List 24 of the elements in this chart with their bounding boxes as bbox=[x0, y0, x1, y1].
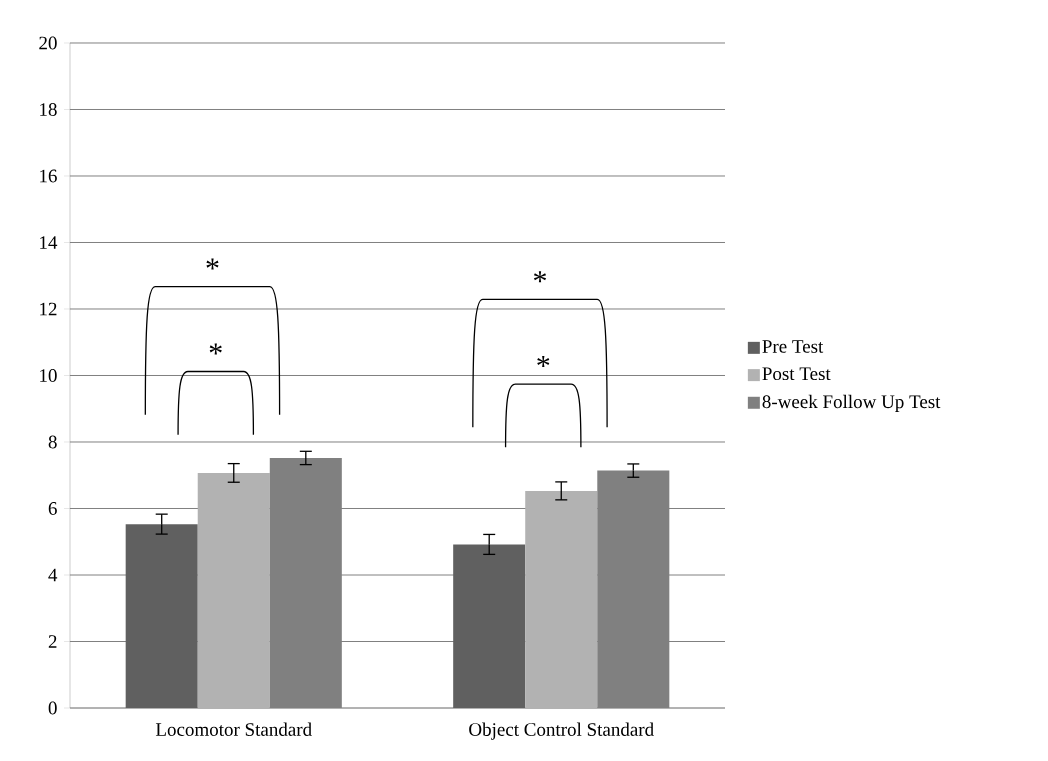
legend-label: 8-week Follow Up Test bbox=[762, 394, 941, 412]
legend-label: Post Test bbox=[762, 367, 831, 381]
y-tick-label: 2 bbox=[48, 635, 57, 648]
y-tick-label: 10 bbox=[40, 369, 57, 382]
y-tick-label: 4 bbox=[48, 568, 58, 582]
bar bbox=[197, 472, 270, 708]
y-tick-label: 12 bbox=[40, 302, 57, 316]
annotation: * bbox=[533, 271, 547, 283]
x-tick-label: Locomotor Standard bbox=[155, 722, 312, 736]
y-tick-label: 20 bbox=[39, 36, 57, 50]
annotation: * bbox=[206, 258, 219, 270]
y-tick-label: 8 bbox=[48, 435, 57, 449]
y-tick-label: 16 bbox=[40, 169, 57, 183]
y-tick-label: 0 bbox=[48, 701, 57, 715]
x-tick-label: Object Control Standard bbox=[469, 722, 654, 740]
legend-label: Pre Test bbox=[762, 340, 824, 353]
bar bbox=[125, 524, 198, 708]
bar bbox=[525, 490, 598, 708]
y-tick-label: 6 bbox=[48, 502, 57, 515]
bar bbox=[453, 544, 526, 708]
y-tick-label: 14 bbox=[40, 236, 58, 249]
annotation: * bbox=[209, 343, 222, 355]
annotation: * bbox=[537, 356, 550, 368]
y-tick-label: 18 bbox=[40, 103, 57, 116]
